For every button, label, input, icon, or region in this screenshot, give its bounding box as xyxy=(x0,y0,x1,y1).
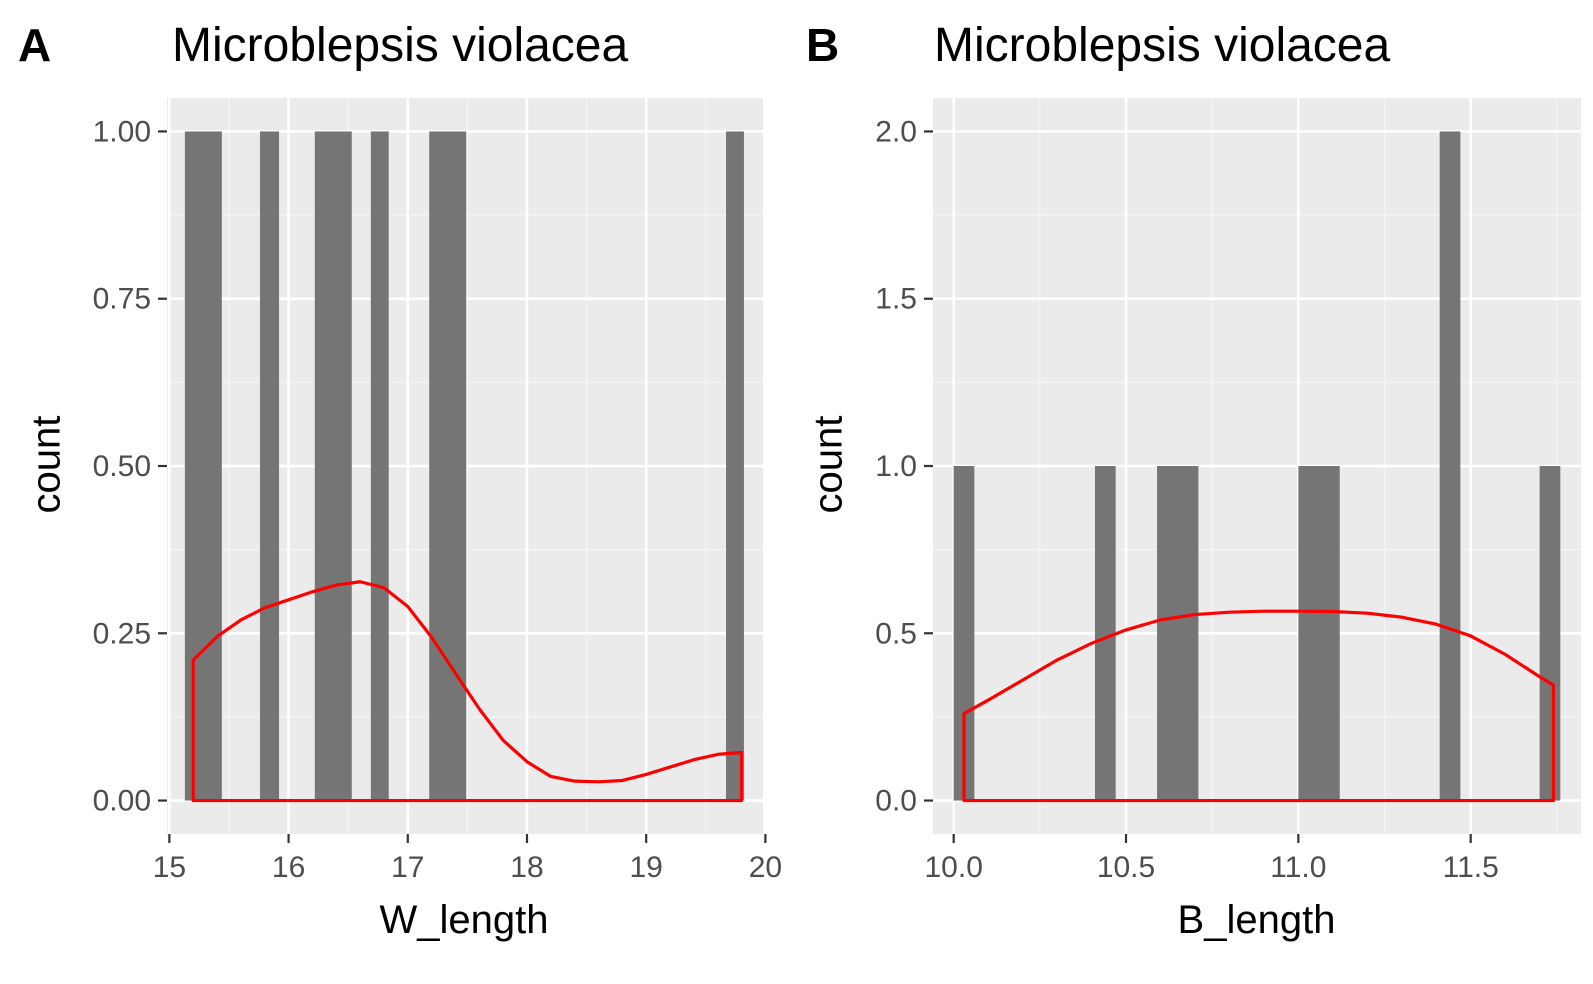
y-tick-label: 0.0 xyxy=(875,785,917,818)
panel-letter: A xyxy=(18,19,52,71)
panel-letter: B xyxy=(806,19,840,71)
histogram-bar xyxy=(314,131,352,801)
x-tick-label: 17 xyxy=(391,851,424,884)
y-tick-label: 0.25 xyxy=(93,617,151,650)
histogram-bar xyxy=(184,131,222,801)
density-curve xyxy=(962,609,1556,803)
y-tick-label: 1.0 xyxy=(875,450,917,483)
histogram-bar xyxy=(1539,466,1561,801)
chart-a-plot: 15 16 17 18 19 20 0.00 0.25 0.50 0.75 1.00 xyxy=(93,98,782,884)
chart-title: Microblepsis violacea xyxy=(172,19,629,72)
y-tick-label: 1.5 xyxy=(875,283,917,316)
chart-b-plot: 10.0 10.5 11.0 11.5 0.0 0.5 1.0 1.5 2.0 xyxy=(875,98,1581,884)
x-tick-label: 10.0 xyxy=(924,851,982,884)
x-axis-label: B_length xyxy=(1177,898,1336,942)
panel-a: A Microblepsis violacea 15 16 17 18 19 20 0.00… xyxy=(0,0,790,984)
x-axis-label: W_length xyxy=(379,898,549,942)
y-tick-label: 0.5 xyxy=(875,617,917,650)
x-tick-label: 15 xyxy=(153,851,186,884)
y-tick-label: 0.50 xyxy=(93,450,151,483)
histogram-bar xyxy=(1095,466,1116,801)
histogram-bar xyxy=(429,131,467,801)
x-tick-label: 19 xyxy=(629,851,662,884)
histogram-bar xyxy=(1157,466,1199,801)
histogram-bar xyxy=(1439,131,1461,801)
x-tick-label: 20 xyxy=(749,851,782,884)
x-tick-label: 11.0 xyxy=(1270,851,1326,884)
y-tick-label: 1.00 xyxy=(93,115,151,148)
density-curve xyxy=(191,580,744,803)
y-tick-label: 2.0 xyxy=(875,115,917,148)
x-tick-label: 10.5 xyxy=(1097,851,1155,884)
histogram-bar xyxy=(726,131,744,801)
y-tick-label: 0.75 xyxy=(93,283,151,316)
histogram-bar xyxy=(259,131,280,801)
histogram-bar xyxy=(370,131,389,801)
x-tick-label: 18 xyxy=(510,851,543,884)
chart-title: Microblepsis violacea xyxy=(934,19,1391,72)
panel-b: B Microblepsis violacea 10.0 10.5 11.0 11.5… xyxy=(790,0,1593,984)
histogram-bar xyxy=(953,466,975,801)
histogram-bar xyxy=(1298,466,1340,801)
y-axis-label: count xyxy=(24,415,69,514)
y-axis-label: count xyxy=(806,415,851,514)
x-tick-label: 16 xyxy=(272,851,305,884)
y-tick-label: 0.00 xyxy=(93,785,151,818)
x-tick-label: 11.5 xyxy=(1443,851,1499,884)
